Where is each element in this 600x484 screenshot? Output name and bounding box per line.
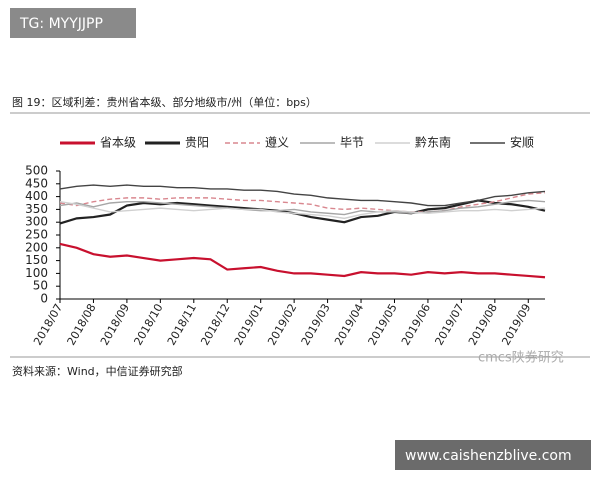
x-tick-label: 2019/04 (332, 302, 366, 348)
x-tick-label: 2019/01 (232, 302, 266, 348)
watermark-top: TG: MYYJJPP (19, 16, 103, 32)
x-tick-label: 2019/07 (432, 302, 466, 348)
x-tick-label: 2018/10 (131, 302, 165, 348)
legend-label: 贵阳 (185, 136, 209, 150)
x-tick-label: 2018/09 (98, 302, 132, 348)
y-tick-label: 500 (25, 164, 48, 178)
x-tick-label: 2019/08 (466, 302, 500, 348)
y-tick-label: 450 (25, 176, 48, 190)
x-tick-label: 2018/11 (165, 302, 199, 348)
y-tick-label: 250 (25, 228, 48, 242)
y-tick-label: 400 (25, 189, 48, 203)
x-tick-label: 2018/08 (65, 302, 99, 348)
series-line (59, 184, 546, 207)
y-tick-label: 100 (25, 266, 48, 280)
y-tick-label: 0 (40, 292, 48, 306)
source: 资料来源：Wind，中信证券研究部 (12, 364, 183, 378)
x-tick-label: 2018/12 (198, 302, 232, 348)
chart-title: 图 19：区域利差：贵州省本级、部分地级市/州（单位：bps） (12, 95, 317, 109)
y-tick-label: 350 (25, 202, 48, 216)
y-tick-label: 50 (33, 279, 48, 293)
legend-label: 黔东南 (415, 135, 451, 150)
x-tick-label: 2019/06 (399, 302, 433, 348)
series-line (59, 192, 546, 213)
logo: cmcs陕券研究 (478, 350, 564, 366)
watermark-box (10, 8, 136, 38)
watermark-bottom: www.caishenzblive.com (405, 448, 572, 464)
series-line (59, 199, 546, 225)
x-tick-label: 2018/07 (31, 302, 65, 348)
series-line (59, 201, 546, 220)
y-tick-label: 200 (25, 240, 48, 254)
legend-label: 省本级 (100, 136, 136, 150)
y-tick-label: 150 (25, 253, 48, 267)
x-tick-label: 2019/03 (299, 302, 333, 348)
legend-label: 毕节 (340, 136, 364, 150)
series-line (59, 199, 546, 216)
series-line (59, 242, 546, 279)
x-tick-label: 2019/02 (265, 302, 299, 348)
x-tick-label: 2019/05 (366, 302, 400, 348)
y-tick-label: 300 (25, 215, 48, 229)
watermark-box (395, 440, 591, 470)
legend-label: 遵义 (265, 135, 289, 150)
x-tick-label: 2019/09 (499, 302, 533, 348)
legend-label: 安顺 (510, 135, 534, 150)
